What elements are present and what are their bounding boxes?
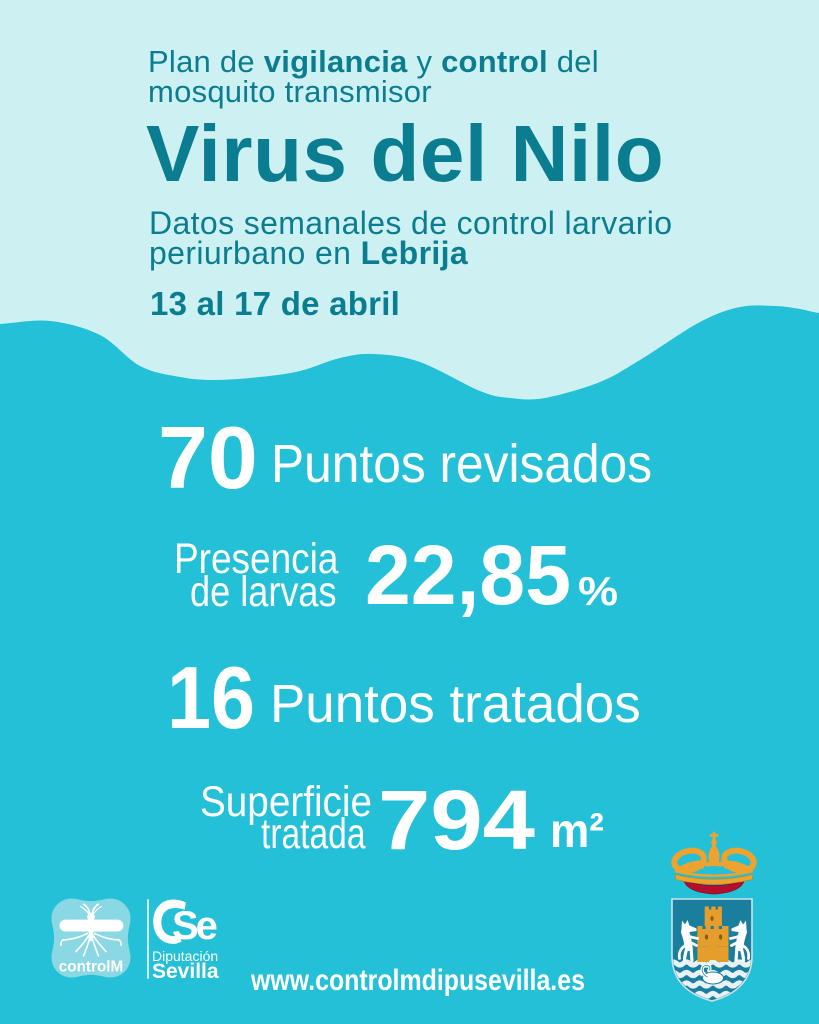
stat-value-puntos-revisados: 70 — [158, 408, 258, 507]
subtitle-line2-pre: periurbano en — [149, 235, 352, 271]
subtitle-line1: Datos semanales de control larvario — [149, 205, 673, 241]
stat-unit-m2: m² — [550, 805, 604, 858]
logo-divider — [147, 899, 149, 979]
intro-bold-vigilancia: vigilancia — [263, 44, 408, 79]
dse-mark: Se — [172, 904, 217, 948]
wolves — [677, 920, 751, 963]
stat-value-puntos-tratados: 16 — [167, 648, 256, 747]
date-range: 13 al 17 de abril — [150, 285, 401, 322]
controlm-label: controlM — [59, 958, 124, 975]
swan — [700, 963, 724, 985]
intro-text: Plan de vigilancia y control del mosquit… — [148, 44, 599, 109]
stat-label-superficie-line2: tratada — [261, 811, 366, 858]
stat-value-presencia: 22,85 — [365, 528, 572, 622]
intro-line2: mosquito transmisor — [148, 74, 432, 109]
website-url: www.controlmdipusevilla.es — [251, 964, 585, 997]
lebrija-coat-of-arms — [671, 831, 757, 1002]
stat-label-presencia-line2: de larvas — [190, 569, 337, 616]
stat-label-puntos-tratados: Puntos tratados — [270, 674, 641, 734]
subtitle-place: Lebrija — [360, 235, 469, 271]
intro-pre: Plan de — [148, 44, 255, 79]
intro-bold-control: control — [441, 44, 548, 79]
castle — [697, 906, 729, 962]
crown — [671, 831, 757, 895]
intro-mid: y — [416, 44, 433, 79]
subtitle-text: Datos semanales de control larvario peri… — [149, 205, 673, 271]
controlm-logo: controlM — [51, 898, 131, 978]
stat-value-superficie: 794 — [378, 773, 535, 867]
dse-arc — [153, 899, 186, 944]
stat-label-presencia-line1: Presencia — [174, 536, 339, 583]
dse-diputacion-label: Diputación — [152, 948, 219, 964]
shield — [671, 898, 753, 1002]
wave-background — [0, 0, 819, 400]
mosquito-body — [59, 912, 124, 942]
stat-label-superficie-line1: Superficie — [200, 779, 372, 826]
stat-unit-percent: % — [578, 568, 619, 614]
diputacion-sevilla-logo: Se — [153, 899, 220, 948]
page-title: Virus del Nilo — [146, 109, 665, 198]
mosquito-icon — [59, 903, 123, 957]
stat-label-puntos-revisados: Puntos revisados — [271, 434, 653, 494]
dse-sevilla-label: Sevilla — [152, 960, 219, 983]
intro-post: del — [556, 44, 599, 79]
